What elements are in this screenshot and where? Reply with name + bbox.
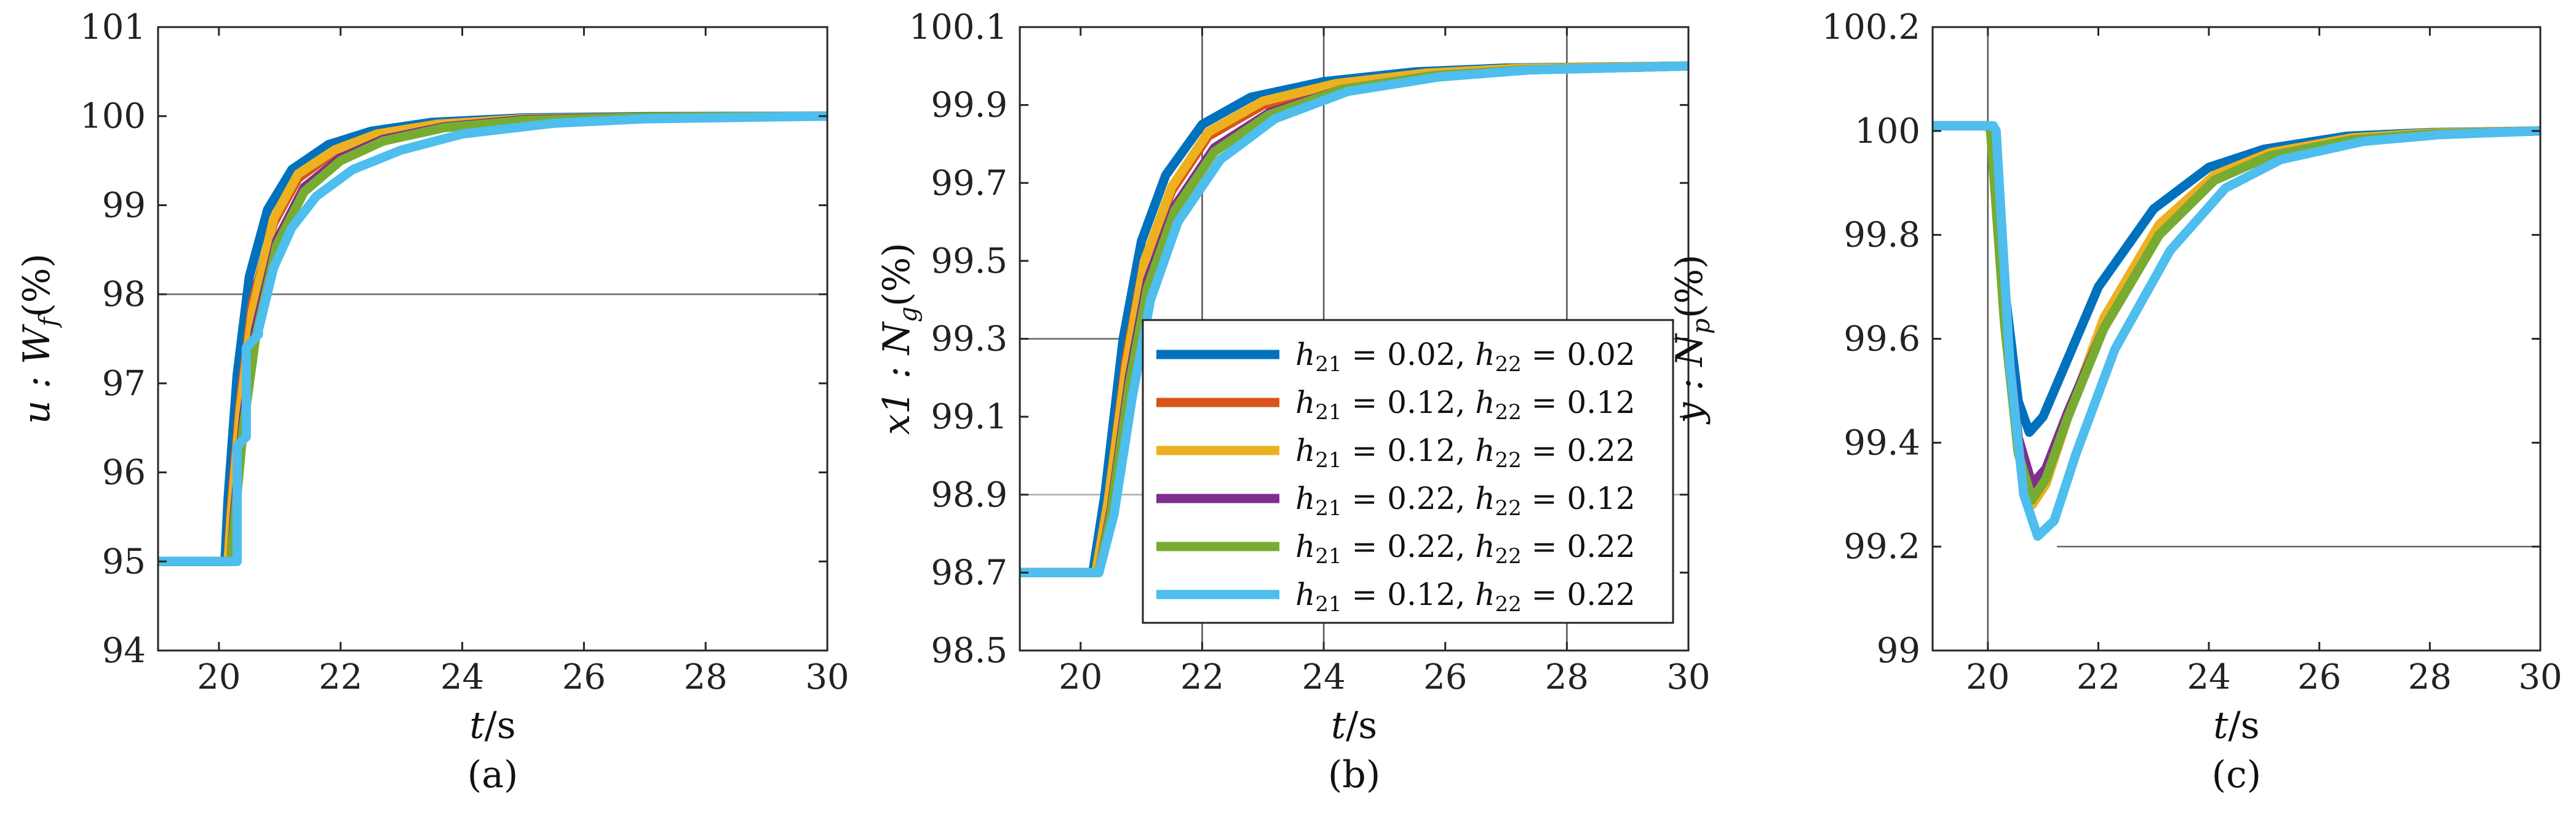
y-tick-label: 99 [102,185,146,225]
y-tick-label: 99.1 [931,397,1008,437]
y-tick-label: 101 [80,7,146,47]
panel-caption-c: (c) [2212,753,2261,796]
x-axis-label: t/s [1331,704,1377,747]
legend-label: h21 = 0.02, h22 = 0.02 [1295,337,1636,377]
y-tick-label: 100 [1854,111,1920,151]
x-tick-label: 24 [1302,657,1345,697]
legend-label: h21 = 0.12, h22 = 0.12 [1295,385,1636,425]
legend-box [1142,319,1674,624]
series-line-a-6 [158,111,827,566]
x-tick-label: 28 [1545,657,1589,697]
y-tick-label: 95 [102,542,146,582]
y-tick-label: 99.3 [931,319,1008,359]
legend-label: h21 = 0.12, h22 = 0.22 [1295,577,1636,617]
x-tick-label: 28 [684,657,728,697]
y-tick-label: 99.5 [931,241,1008,281]
y-tick-label: 100.1 [909,7,1008,47]
y-tick-label: 100.2 [1822,7,1920,47]
legend-label: h21 = 0.22, h22 = 0.22 [1295,529,1636,569]
x-axis-label: t/s [469,704,515,747]
y-tick-label: 98.7 [931,553,1008,593]
series-lines-layer [158,61,2540,577]
x-tick-label: 20 [197,657,241,697]
x-tick-label: 20 [1059,657,1102,697]
y-tick-label: 99 [1877,631,1920,671]
x-tick-label: 30 [1666,657,1710,697]
y-tick-label: 99.4 [1843,423,1920,463]
legend-label: h21 = 0.12, h22 = 0.22 [1295,433,1636,473]
y-tick-label: 96 [102,453,146,493]
y-tick-label: 100 [80,97,146,137]
axes-box-a [157,26,829,652]
x-tick-label: 30 [805,657,849,697]
x-tick-label: 30 [2518,657,2562,697]
axes-layer [157,26,2542,652]
x-tick-label: 20 [1966,657,2010,697]
x-tick-label: 22 [1180,657,1224,697]
x-tick-label: 24 [2187,657,2230,697]
x-tick-label: 24 [440,657,484,697]
series-line-b-6 [1020,61,1688,577]
y-tick-label: 98.9 [931,475,1008,515]
labels-layer: 20 22 24 26 28 30 94 95 96 97 98 99 100 101 t/s u : Wf(… [15,7,2562,796]
x-tick-label: 22 [2077,657,2120,697]
x-axis-label: t/s [2213,704,2259,747]
y-tick-label: 99.8 [1843,215,1920,255]
y-axis-label: x1 : Ng(%) [875,242,923,435]
y-tick-label: 94 [102,631,146,671]
panel-caption-a: (a) [467,753,519,796]
y-axis-label: y : Np(%) [1668,254,1715,425]
panel-caption-b: (b) [1328,753,1380,796]
x-tick-label: 28 [2408,657,2452,697]
y-tick-label: 99.6 [1843,319,1920,359]
series-line-c-6 [1933,121,2540,541]
y-tick-label: 97 [102,364,146,404]
legend: h21 = 0.02, h22 = 0.02 h21 = 0.12, h22 = … [1142,319,1674,624]
plot-area-c [1933,27,2540,651]
y-axis-label: u : Wf(%) [15,254,63,424]
x-tick-label: 26 [562,657,606,697]
y-tick-label: 99.7 [931,163,1008,203]
x-tick-label: 22 [319,657,362,697]
y-tick-label: 98.5 [931,631,1008,671]
y-tick-label: 99.2 [1843,527,1920,567]
y-tick-label: 98 [102,274,146,314]
y-tick-label: 99.9 [931,86,1008,126]
legend-label: h21 = 0.22, h22 = 0.12 [1295,481,1636,521]
x-tick-label: 26 [2297,657,2341,697]
x-tick-label: 26 [1423,657,1467,697]
